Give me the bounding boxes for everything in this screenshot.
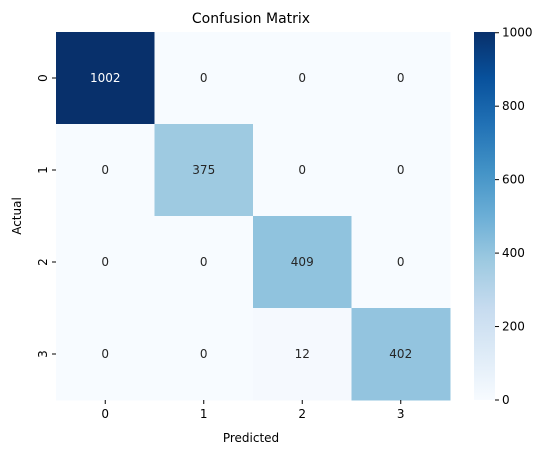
heatmap-cell	[154, 32, 254, 125]
heatmap-cell	[253, 32, 352, 125]
x-axis-ticks: 0 1 2 3	[101, 400, 405, 421]
chart-title: Confusion Matrix	[192, 11, 310, 27]
heatmap-cell	[56, 216, 155, 309]
cell-value-label: 0	[397, 163, 405, 177]
heatmap-cell	[253, 216, 352, 309]
cell-value-label: 0	[101, 255, 109, 269]
heatmap-cell	[154, 216, 254, 309]
heatmap-cell	[253, 124, 352, 217]
colorbar-tick-label: 1000	[502, 26, 533, 40]
cell-value-label: 0	[298, 163, 306, 177]
heatmap-cell	[56, 124, 155, 217]
heatmap-cell	[351, 124, 451, 217]
x-tick-label: 3	[397, 407, 405, 421]
y-tick-label: 2	[36, 258, 50, 266]
cell-value-label: 0	[101, 347, 109, 361]
x-tick-label: 1	[200, 407, 208, 421]
x-tick-label: 0	[101, 407, 109, 421]
colorbar-tick-label: 800	[502, 99, 525, 113]
colorbar-tick-label: 200	[502, 320, 525, 334]
y-axis-label: Actual	[10, 197, 24, 235]
y-tick-label: 0	[36, 74, 50, 82]
y-tick-label: 1	[36, 166, 50, 174]
cell-value-label: 409	[291, 255, 314, 269]
cell-value-label: 12	[295, 347, 310, 361]
cell-value-label: 0	[397, 255, 405, 269]
cell-value-label: 1002	[90, 71, 121, 85]
cell-value-label: 375	[192, 163, 215, 177]
x-axis-label: Predicted	[223, 431, 279, 445]
y-tick-label: 3	[36, 350, 50, 358]
colorbar: 0 200 400 600 800 1000	[474, 26, 533, 407]
colorbar-gradient	[474, 32, 495, 400]
heatmap-cell	[56, 308, 155, 401]
heatmap-cell	[351, 216, 451, 309]
cell-value-label: 0	[101, 163, 109, 177]
colorbar-tick-label: 0	[502, 393, 510, 407]
cell-value-label: 0	[200, 255, 208, 269]
colorbar-tick-label: 400	[502, 246, 525, 260]
y-axis-ticks: 0 1 2 3	[36, 74, 56, 358]
colorbar-tick-label: 600	[502, 173, 525, 187]
heatmap-cell	[351, 308, 451, 401]
cell-value-label: 0	[397, 71, 405, 85]
cell-value-label: 0	[298, 71, 306, 85]
cell-value-label: 0	[200, 71, 208, 85]
heatmap-cell	[56, 32, 155, 125]
heatmap-cell	[351, 32, 451, 125]
x-tick-label: 2	[298, 407, 306, 421]
heatmap-cell	[253, 308, 352, 401]
cell-value-label: 0	[200, 347, 208, 361]
cell-value-label: 402	[389, 347, 412, 361]
heatmap-cell	[154, 308, 254, 401]
heatmap-cell	[154, 124, 254, 217]
heatmap-cells: 1002 0 0 0 0 375 0 0 0 0 409 0 0 0 12 402	[56, 32, 451, 401]
